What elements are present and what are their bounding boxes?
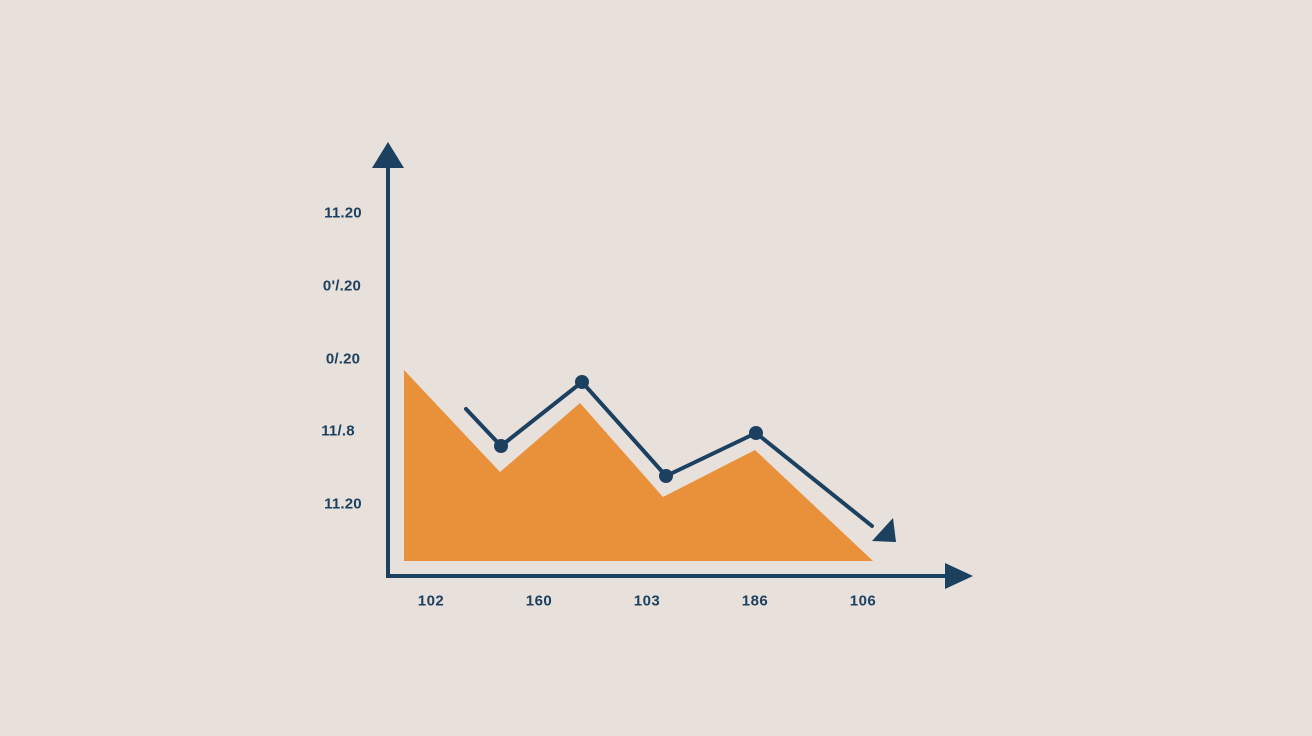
- y-axis-arrow-icon: [372, 142, 404, 168]
- y-tick-label: 0'/.20: [322, 277, 362, 295]
- data-point-marker: [575, 375, 589, 389]
- trend-line: [464, 380, 874, 528]
- x-tick-label: 102: [417, 592, 445, 610]
- x-tick-label: 103: [633, 592, 661, 610]
- x-tick-label: 186: [741, 592, 769, 610]
- data-point-marker: [749, 426, 763, 440]
- x-tick-label: 160: [525, 592, 553, 610]
- y-tick-label: 0/.20: [325, 350, 361, 368]
- x-tick-label: 106: [849, 592, 877, 610]
- area-series: [404, 370, 873, 561]
- x-axis-arrow-icon: [945, 563, 973, 589]
- y-tick-label: 11.20: [324, 204, 362, 222]
- trend-arrowhead-icon: [872, 518, 896, 542]
- data-point-marker: [494, 439, 508, 453]
- y-tick-label: 11.20: [324, 495, 362, 513]
- data-point-marker: [659, 469, 673, 483]
- y-tick-label: 11/.8: [321, 422, 355, 440]
